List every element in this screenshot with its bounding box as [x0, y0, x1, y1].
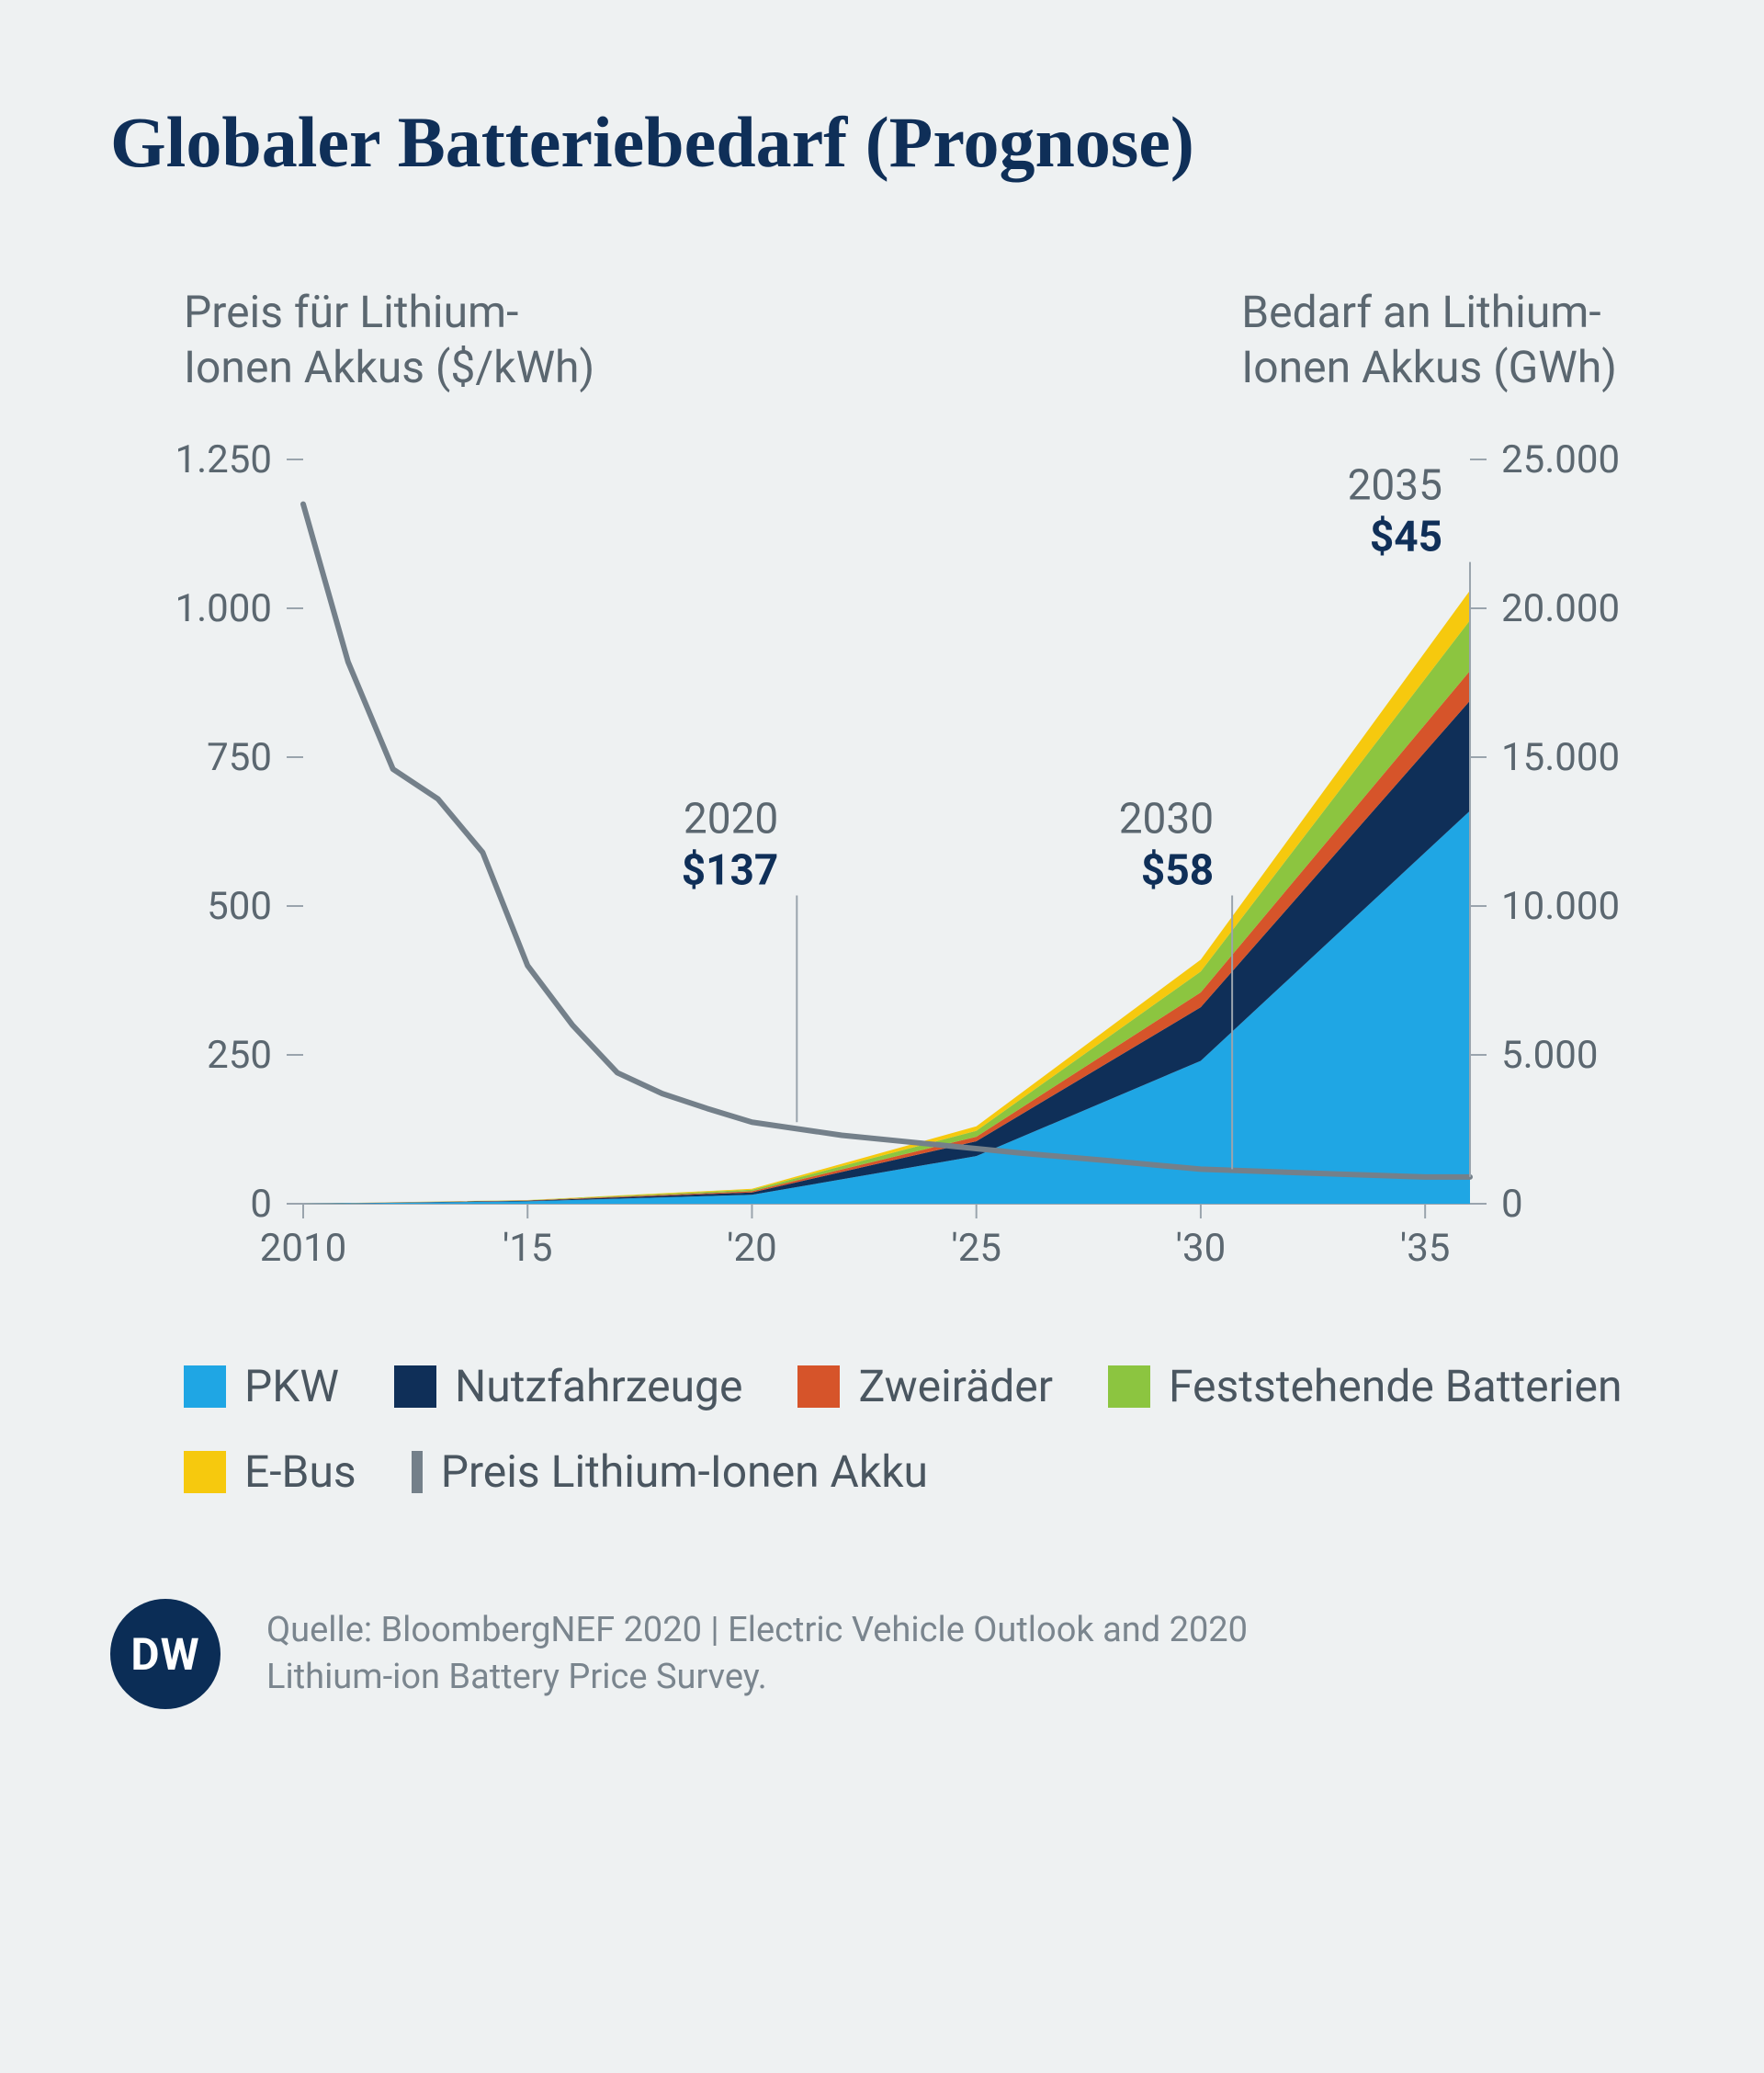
- y-left-tick-label: 1.000: [175, 586, 273, 631]
- y-right-tick-label: 20.000: [1501, 586, 1620, 631]
- y-right-tick-label: 10.000: [1501, 884, 1620, 929]
- callout-year: 2020: [684, 795, 778, 844]
- legend-label: Zweiräder: [858, 1360, 1053, 1412]
- y-right-tick-label: 25.000: [1501, 437, 1620, 482]
- legend-label: Preis Lithium-Ionen Akku: [441, 1445, 928, 1498]
- source-line1: Quelle: BloombergNEF 2020 | Electric Veh…: [266, 1607, 1248, 1654]
- y-left-tick-label: 250: [207, 1033, 272, 1078]
- chart-svg: 0 250 500 750 1.000 1.250 0 5.000 10.000 15.000 20…: [110, 432, 1654, 1286]
- y-left-label-line1: Preis für Lithium-: [184, 285, 594, 340]
- dw-logo: DW: [110, 1599, 220, 1709]
- legend-swatch: [797, 1365, 840, 1408]
- x-tick-label: '35: [1400, 1226, 1451, 1271]
- chart: 0 250 500 750 1.000 1.250 0 5.000 10.000 15.000 20…: [110, 432, 1654, 1286]
- legend-item: Preis Lithium-Ionen Akku: [412, 1445, 928, 1498]
- legend-swatch-line: [412, 1451, 423, 1493]
- y-left-tick-label: 500: [207, 884, 272, 929]
- y-left-label: Preis für Lithium- Ionen Akkus ($/kWh): [184, 285, 594, 395]
- legend-label: PKW: [244, 1360, 339, 1412]
- x-tick-label: '25: [951, 1226, 1001, 1271]
- legend-swatch: [184, 1451, 226, 1493]
- y-right-label-line2: Ionen Akkus (GWh): [1241, 340, 1617, 395]
- y-left-label-line2: Ionen Akkus ($/kWh): [184, 340, 594, 395]
- legend-label: E-Bus: [244, 1445, 356, 1498]
- y-right-label-line1: Bedarf an Lithium-: [1241, 285, 1617, 340]
- callout-year: 2030: [1119, 795, 1214, 844]
- callout-price: $45: [1370, 513, 1442, 562]
- callout-price: $137: [682, 846, 779, 896]
- legend-item: PKW: [184, 1360, 339, 1412]
- legend-label: Nutzfahrzeuge: [455, 1360, 742, 1412]
- x-tick-label: '20: [727, 1226, 777, 1271]
- y-right-tick-label: 5.000: [1501, 1033, 1599, 1078]
- source-text: Quelle: BloombergNEF 2020 | Electric Veh…: [266, 1607, 1248, 1702]
- legend: PKW Nutzfahrzeuge Zweiräder Feststehende Ba…: [110, 1360, 1654, 1498]
- y-right-tick-label: 0: [1501, 1182, 1523, 1227]
- callout-price: $58: [1141, 846, 1214, 896]
- legend-item: Nutzfahrzeuge: [394, 1360, 742, 1412]
- footer: DW Quelle: BloombergNEF 2020 | Electric …: [110, 1599, 1654, 1709]
- legend-swatch: [394, 1365, 436, 1408]
- y-right-label: Bedarf an Lithium- Ionen Akkus (GWh): [1241, 285, 1617, 395]
- legend-item: Feststehende Batterien: [1108, 1360, 1623, 1412]
- y-left-tick-label: 750: [207, 735, 272, 780]
- legend-label: Feststehende Batterien: [1169, 1360, 1623, 1412]
- callout-year: 2035: [1348, 461, 1442, 511]
- source-line2: Lithium-ion Battery Price Survey.: [266, 1654, 1248, 1701]
- y-right-tick-label: 15.000: [1501, 735, 1620, 780]
- page-title: Globaler Batteriebedarf (Prognose): [110, 101, 1654, 184]
- axis-labels: Preis für Lithium- Ionen Akkus ($/kWh) B…: [110, 285, 1654, 395]
- x-tick-label: '30: [1176, 1226, 1227, 1271]
- x-tick-label: 2010: [260, 1226, 346, 1271]
- legend-item: Zweiräder: [797, 1360, 1053, 1412]
- x-tick-label: '15: [503, 1226, 553, 1271]
- y-left-tick-label: 1.250: [175, 437, 273, 482]
- legend-swatch: [1108, 1365, 1150, 1408]
- legend-item: E-Bus: [184, 1445, 356, 1498]
- legend-swatch: [184, 1365, 226, 1408]
- y-left-tick-label: 0: [250, 1182, 272, 1227]
